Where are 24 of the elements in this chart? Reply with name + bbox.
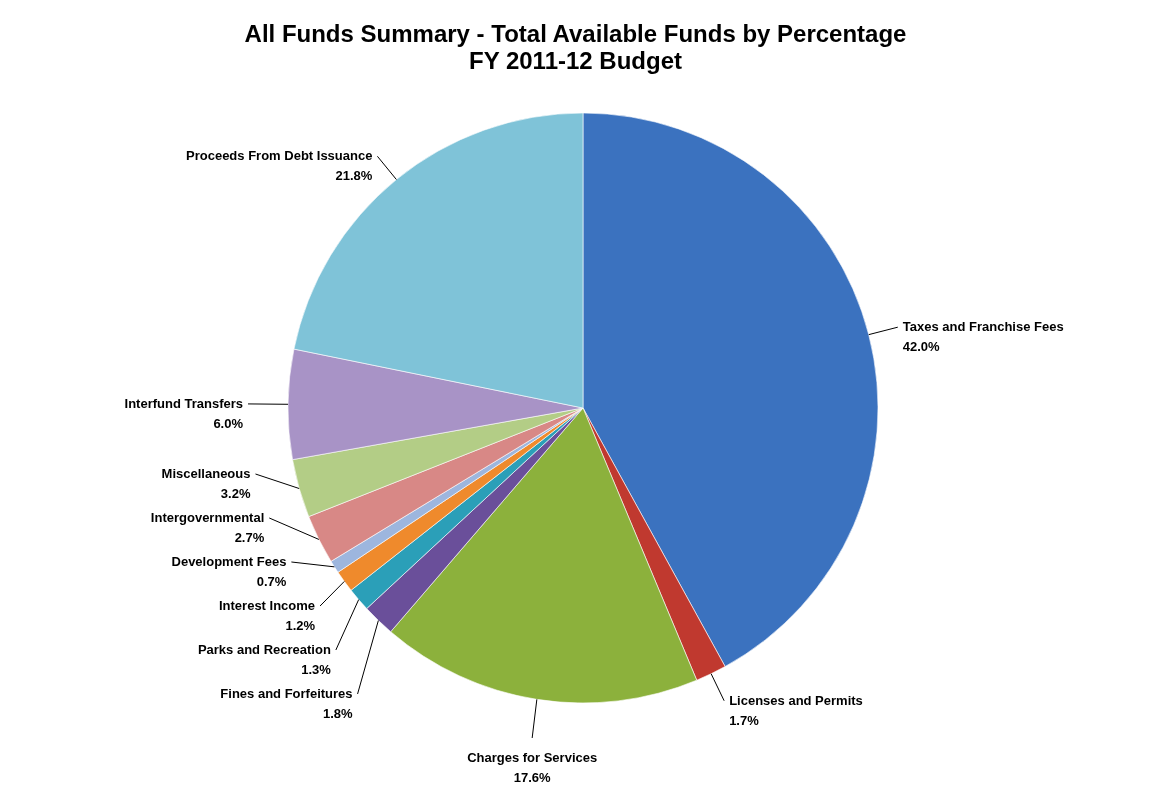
data-label: 3.2% bbox=[220, 486, 251, 501]
slice-label: Interest Income bbox=[218, 598, 316, 613]
data-label: 6.0% bbox=[213, 415, 244, 431]
slice-label: Development Fees bbox=[171, 554, 287, 569]
slice-label: Proceeds From Debt Issuance bbox=[186, 148, 373, 164]
data-label: 0.7% bbox=[256, 574, 287, 589]
data-label: 42.0% bbox=[902, 339, 941, 355]
data-label: 1.3% bbox=[301, 662, 332, 677]
chart-subtitle: FY 2011-12 Budget bbox=[469, 47, 682, 74]
slice-label: Taxes and Franchise Fees bbox=[902, 319, 1064, 335]
chart-title: All Funds Summary - Total Available Funds by Percentage bbox=[244, 20, 907, 47]
data-label: 1.2% bbox=[285, 618, 316, 633]
slice-label: Licenses and Permits bbox=[729, 692, 863, 708]
slice-label: Intergovernmental bbox=[150, 510, 265, 525]
data-label: 1.7% bbox=[729, 712, 760, 728]
data-label: 17.6% bbox=[513, 770, 552, 785]
slice-label: Miscellaneous bbox=[161, 466, 251, 481]
slice-label: Charges for Services bbox=[467, 750, 598, 765]
data-label: 2.7% bbox=[234, 530, 265, 545]
data-label: 1.8% bbox=[322, 706, 353, 721]
data-label: 21.8% bbox=[335, 168, 373, 184]
slice-label: Interfund Transfers bbox=[124, 395, 244, 411]
slice-label: Parks and Recreation bbox=[197, 642, 331, 657]
slice-label: Fines and Forfeitures bbox=[220, 686, 353, 701]
